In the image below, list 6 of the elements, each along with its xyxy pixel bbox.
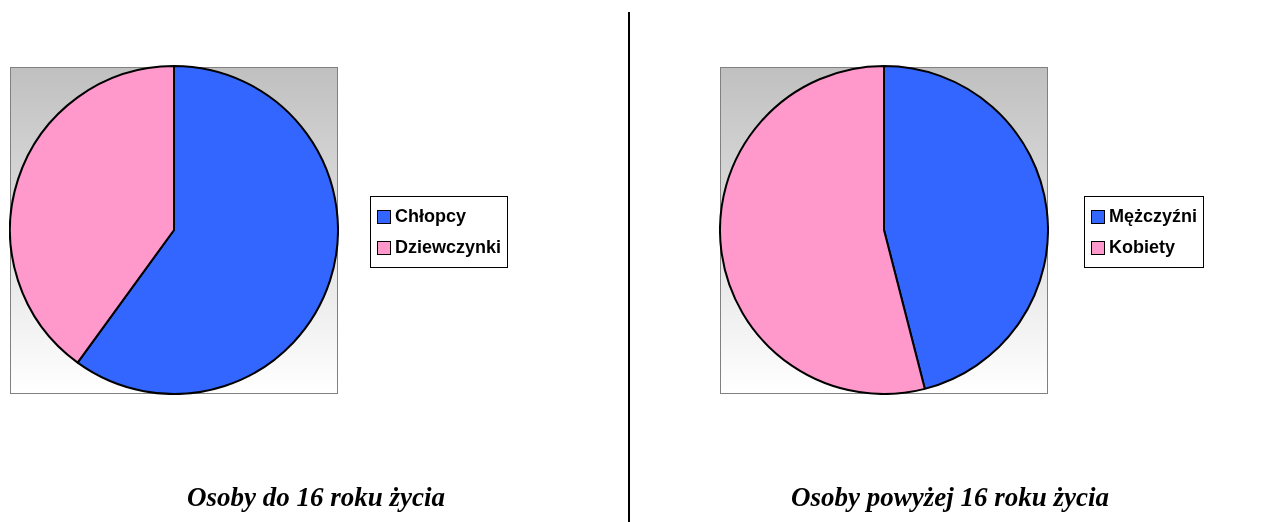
legend-label: Mężczyźni bbox=[1109, 206, 1198, 227]
legend-label: Dziewczynki bbox=[395, 237, 502, 258]
text: Osoby do 16 roku życia bbox=[186, 482, 446, 513]
text: Osoby powyżej 16 roku życia bbox=[790, 482, 1110, 513]
legend-label: Kobiety bbox=[1109, 237, 1176, 258]
legend-label: Chłopcy bbox=[395, 206, 467, 227]
